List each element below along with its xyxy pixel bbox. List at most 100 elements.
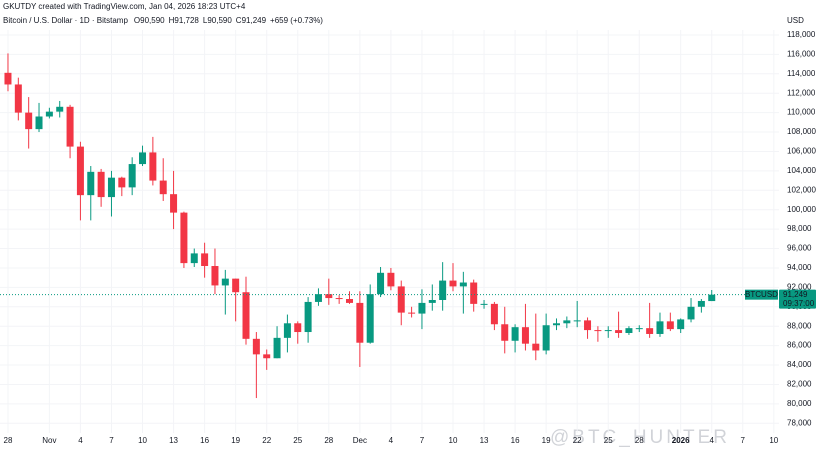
candle-body (408, 312, 416, 314)
candle-body (532, 343, 540, 351)
y-tick-label: 92,000 (787, 282, 812, 291)
x-tick-label: 10 (769, 436, 778, 445)
candle-body (149, 152, 157, 181)
candle-body (635, 328, 643, 330)
candle-body (428, 299, 436, 303)
x-tick-label: 4 (710, 436, 715, 445)
y-axis-label: USD (787, 16, 804, 25)
candle-body (159, 180, 167, 195)
candle-body (139, 152, 147, 165)
candle-body (211, 266, 219, 286)
candle-body (180, 212, 188, 264)
candle-body (263, 354, 271, 359)
candle-body (470, 282, 478, 304)
candle-body (356, 302, 364, 343)
x-tick-label: 2026 (672, 436, 690, 445)
candle-body (697, 300, 705, 307)
x-tick-label: 28 (324, 436, 333, 445)
candle-body (14, 84, 22, 113)
y-tick-label: 86,000 (787, 341, 812, 350)
candle-body (283, 323, 291, 338)
ohlc-value: 91,728 (174, 16, 199, 25)
candle-body (677, 319, 685, 330)
x-tick-label: 7 (109, 436, 114, 445)
x-tick-label: 28 (635, 436, 644, 445)
candle-body (221, 278, 229, 286)
candle-body (656, 321, 664, 334)
countdown-label: 09:37:00 (783, 299, 815, 308)
candle-body (646, 328, 654, 334)
candle-body (511, 327, 519, 341)
x-tick-label: 19 (542, 436, 551, 445)
x-tick-label: 28 (4, 436, 13, 445)
candle-body (25, 112, 33, 130)
candle-body (397, 286, 405, 313)
x-tick-label: 13 (480, 436, 489, 445)
candle-body (604, 330, 612, 332)
y-tick-label: 82,000 (787, 380, 812, 389)
y-tick-label: 100,000 (787, 205, 816, 214)
candle-body (273, 337, 281, 359)
candle-body (418, 302, 426, 314)
y-tick-label: 108,000 (787, 127, 816, 136)
candle-body (252, 338, 260, 355)
candle-body (232, 278, 240, 293)
candle-body (4, 72, 12, 85)
ohlc-key: O (134, 16, 140, 25)
price-tag (779, 289, 816, 309)
price-label: 91,249 (783, 290, 808, 299)
candle-body (314, 294, 322, 302)
candle-body (708, 294, 716, 302)
x-tick-label: 25 (604, 436, 613, 445)
ohlc-value: 91,249 (242, 16, 267, 25)
ohlc-key: H (169, 16, 175, 25)
y-tick-label: 102,000 (787, 185, 816, 194)
candle-body (304, 301, 312, 333)
candle-body (201, 253, 209, 267)
candle-body (56, 106, 64, 112)
candle-body (190, 253, 198, 264)
candle-body (97, 171, 105, 198)
candle-body (35, 116, 43, 130)
candle-body (573, 320, 581, 322)
candle-body (387, 272, 395, 287)
candle-body (107, 177, 115, 198)
y-tick-label: 112,000 (787, 88, 816, 97)
candle-body (625, 328, 633, 334)
ohlc-key: L (203, 16, 208, 25)
x-tick-label: 10 (449, 436, 458, 445)
chart-title: Bitcoin / U.S. Dollar · 1D · Bitstamp (3, 16, 128, 25)
x-tick-label: 7 (420, 436, 425, 445)
candle-body (480, 303, 488, 305)
y-tick-label: 84,000 (787, 360, 812, 369)
candle-body (242, 292, 250, 339)
y-tick-label: 88,000 (787, 321, 812, 330)
y-tick-label: 114,000 (787, 69, 816, 78)
candle-body (666, 321, 674, 330)
candle-body (170, 194, 178, 213)
x-tick-label: Dec (353, 436, 367, 445)
candle-body (76, 146, 84, 196)
candle-body (439, 280, 447, 300)
ohlc-key: C (236, 16, 242, 25)
candle-body (325, 294, 333, 299)
x-tick-label: 4 (78, 436, 83, 445)
ohlc-value: 90,590 (207, 16, 232, 25)
y-tick-label: 98,000 (787, 224, 812, 233)
y-tick-label: 94,000 (787, 263, 812, 272)
candle-body (542, 325, 550, 351)
x-tick-label: 16 (511, 436, 520, 445)
candle-body (377, 272, 385, 295)
candle-body (552, 323, 560, 326)
y-tick-label: 118,000 (787, 30, 816, 39)
change: +659 (+0.73%) (270, 16, 323, 25)
candle-body (366, 294, 374, 343)
x-tick-label: 4 (389, 436, 394, 445)
candle-body (294, 323, 302, 333)
x-tick-label: 19 (231, 436, 240, 445)
candle-body (501, 324, 509, 341)
y-tick-label: 110,000 (787, 108, 816, 117)
candle-body (118, 177, 126, 188)
candle-body (45, 111, 53, 117)
